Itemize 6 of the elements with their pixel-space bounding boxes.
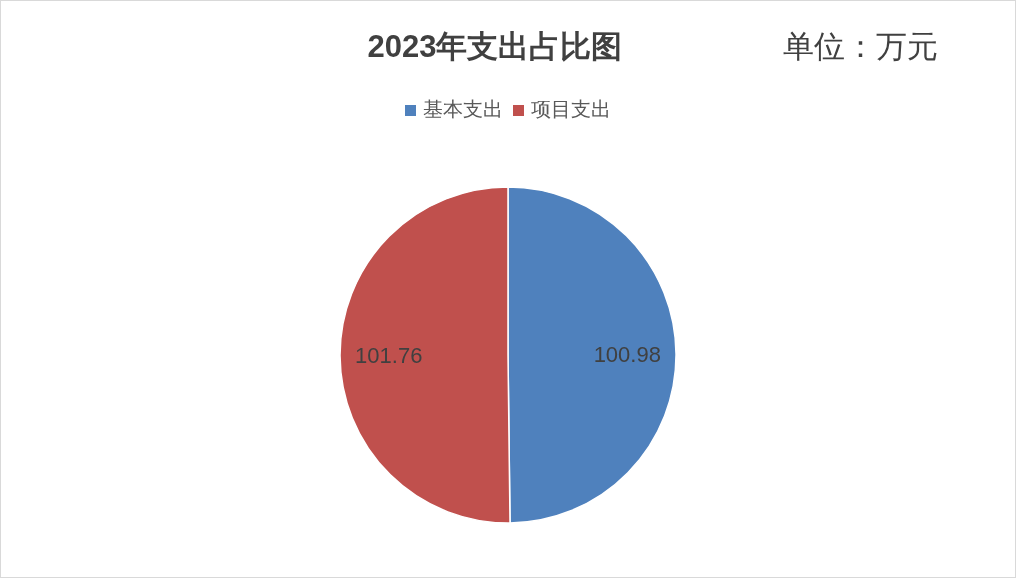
legend-label: 项目支出 (531, 98, 611, 120)
data-label: 100.98 (593, 341, 661, 367)
text: 单位：万元 (782, 28, 938, 64)
legend-label: 基本支出 (423, 98, 503, 120)
chart-title: 2023年支出占比图 (367, 29, 623, 64)
data-label: 101.76 (355, 343, 423, 369)
